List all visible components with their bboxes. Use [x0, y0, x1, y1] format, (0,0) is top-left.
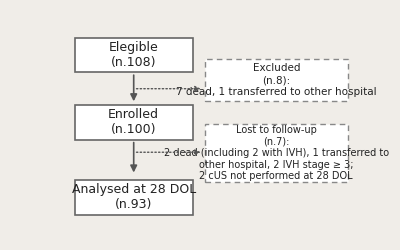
- Text: Analysed at 28 DOL
(n.93): Analysed at 28 DOL (n.93): [72, 184, 196, 212]
- Bar: [75, 180, 193, 215]
- Bar: [75, 105, 193, 140]
- Text: Lost to follow-up
(n.7):
2 dead (including 2 with IVH), 1 transferred to
other h: Lost to follow-up (n.7): 2 dead (includi…: [164, 125, 389, 182]
- Text: Excluded
(n.8):
7 dead, 1 transferred to other hospital: Excluded (n.8): 7 dead, 1 transferred to…: [176, 64, 377, 97]
- Bar: [205, 59, 348, 101]
- Text: Enrolled
(n.100): Enrolled (n.100): [108, 108, 159, 136]
- Text: Elegible
(n.108): Elegible (n.108): [109, 41, 158, 69]
- Bar: [75, 38, 193, 72]
- Bar: [205, 124, 348, 182]
